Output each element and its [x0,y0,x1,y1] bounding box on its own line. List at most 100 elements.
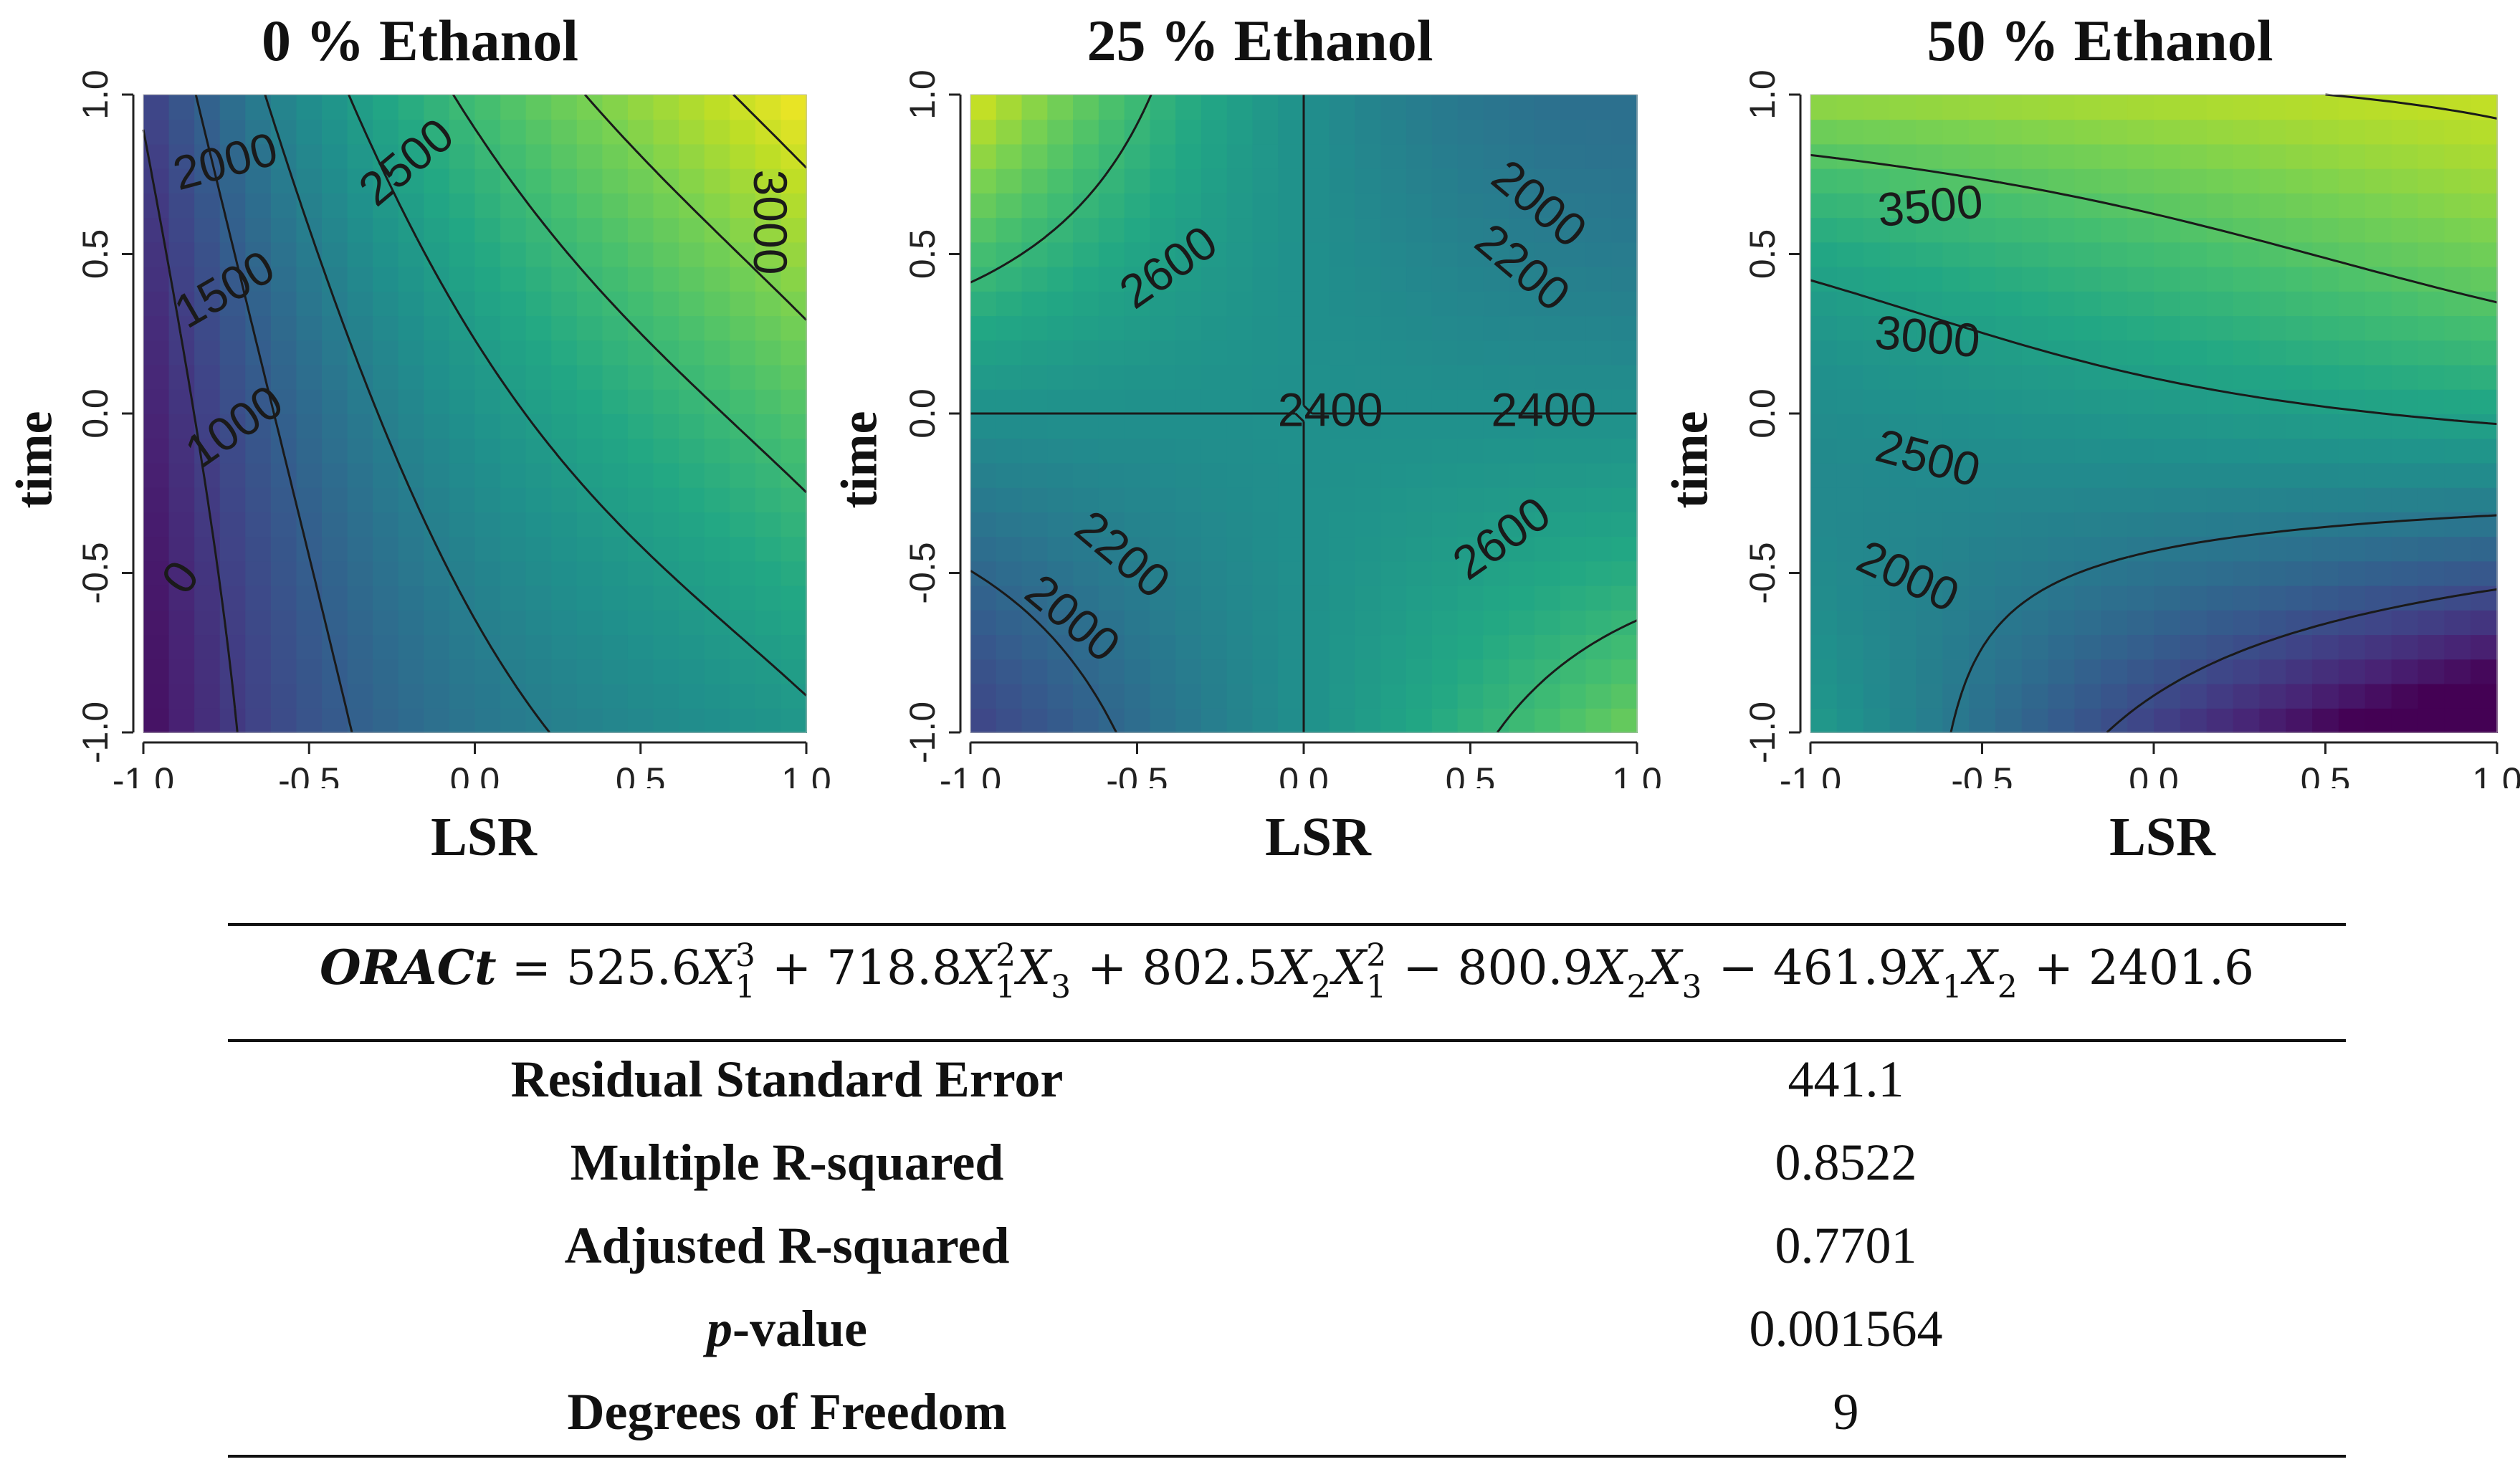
heatmap-cell [1889,683,1917,709]
heatmap-cell [1175,634,1202,660]
heatmap-cell [2444,217,2472,243]
heatmap-cell [347,659,374,684]
heatmap-cell [2471,119,2498,145]
heatmap-cell [704,168,731,193]
heatmap-cell [2154,192,2181,219]
heatmap-cell [2364,487,2392,512]
heatmap-cell [1329,414,1356,439]
heatmap-cell [347,462,374,488]
heatmap-cell [373,340,399,365]
heatmap-cell [576,95,603,120]
heatmap-cell [627,388,654,414]
heatmap-cell [1585,217,1613,243]
heatmap-cell [755,364,782,390]
heatmap-cell [730,707,756,733]
heatmap-cell [576,143,603,169]
stat-value: 0.8522 [1775,1134,1917,1191]
heatmap-cell [1585,266,1613,292]
heatmap-cell [996,634,1023,660]
heatmap-cell [322,560,348,586]
heatmap-cell [1585,683,1613,709]
heatmap-cell [1406,707,1433,733]
var-subscript: 1 [735,969,755,1005]
heatmap-cell [219,707,247,733]
heatmap-cell [1355,315,1382,341]
contour-lines [142,93,808,733]
heatmap-cell [1380,511,1408,537]
heatmap-cell [1021,119,1049,145]
heatmap-cell [1124,511,1151,537]
heatmap-cell [2233,95,2261,120]
heatmap-cell [755,192,782,219]
heatmap-cell [1995,119,2023,145]
heatmap-cell [576,242,603,267]
heatmap-cell [424,315,450,341]
heatmap-cell [1098,388,1125,414]
heatmap-cell [1942,168,1970,193]
heatmap-cell [1278,364,1304,390]
heatmap-cell [551,683,578,709]
heatmap-cell [1969,364,1996,390]
heatmap-cell [1021,609,1049,636]
heatmap-cell [2444,414,2472,439]
heatmap-cell [1278,388,1304,414]
heatmap-cell [653,462,680,488]
heatmap-cell [1942,143,1970,169]
heatmap-cell [781,560,807,586]
heatmap-cell [168,560,196,586]
heatmap-cell [2021,364,2049,390]
heatmap-cell [1889,364,1917,390]
heatmap-cell [1836,585,1864,611]
heatmap-cell [2471,388,2498,414]
heatmap-cell [168,462,196,488]
heatmap-cell [449,536,476,562]
heatmap-cell [627,707,654,733]
heatmap-cell [653,388,680,414]
heatmap-cell [296,609,323,636]
heatmap-cell [2418,462,2445,488]
heatmap-cell [1278,168,1304,193]
heatmap-cell [653,340,680,365]
heatmap-cell [168,438,196,464]
var-symbol: X [1277,940,1312,995]
heatmap-cell [2154,634,2181,660]
heatmap-cell [1483,217,1510,243]
heatmap-cell [996,438,1023,464]
heatmap-cell [143,683,170,709]
y-tick-label: -0.5 [902,542,942,603]
heatmap-cell [1585,511,1613,537]
heatmap-cell [2286,659,2314,684]
heatmap-cell [1431,511,1459,537]
y-tick-label: -1.0 [902,702,942,763]
heatmap-cell [525,340,553,365]
heatmap-cell [602,119,629,145]
heatmap-cell [1585,707,1613,733]
heatmap-cell [2206,192,2234,219]
heatmap-cell [1150,95,1177,120]
heatmap-cell [2127,217,2154,243]
heatmap-cell [2154,217,2181,243]
heatmap-cell [2338,364,2366,390]
heatmap-cell [1836,143,1864,169]
heatmap-cell [1457,707,1484,733]
heatmap-cell [781,217,807,243]
heatmap-cell [2127,143,2154,169]
contour-label: 2400 [1278,383,1383,436]
heatmap-cell [730,266,756,292]
heatmap-cell [1226,414,1254,439]
heatmap-cell [1380,438,1408,464]
heatmap-cell [1201,192,1228,219]
heatmap-cell [449,217,476,243]
heatmap-cell [1175,438,1202,464]
heatmap-cell [2101,609,2129,636]
heatmap-cell [1406,560,1433,586]
heatmap-cell [1073,119,1099,145]
heatmap-cell [2233,192,2261,219]
heatmap-cell [2127,168,2154,193]
stat-value: 0.7701 [1775,1217,1917,1274]
heatmap-cell [1585,414,1613,439]
heatmap-cell [398,585,425,611]
heatmap-cell [1226,340,1254,365]
var-subscript: 3 [1051,969,1072,1005]
heatmap-cell [1863,609,1891,636]
